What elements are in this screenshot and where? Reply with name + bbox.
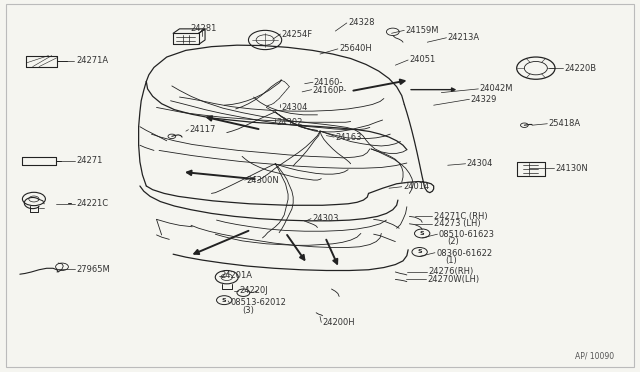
Text: 24220B: 24220B — [564, 64, 596, 73]
Text: 24220J: 24220J — [239, 286, 268, 295]
Text: S: S — [420, 231, 424, 236]
Text: 24303: 24303 — [312, 214, 339, 223]
Text: 24270W(LH): 24270W(LH) — [428, 275, 479, 284]
Text: 24163: 24163 — [335, 132, 362, 142]
Text: 24271A: 24271A — [76, 56, 108, 65]
Text: 24213A: 24213A — [448, 33, 480, 42]
Text: 25640H: 25640H — [339, 44, 372, 53]
Text: (2): (2) — [448, 237, 460, 246]
Text: 24160P-: 24160P- — [312, 86, 347, 95]
Text: 24281: 24281 — [191, 24, 217, 33]
Text: 24300N: 24300N — [246, 176, 278, 185]
Text: 24159M: 24159M — [406, 26, 439, 35]
Text: S: S — [417, 250, 422, 254]
Text: 24042M: 24042M — [479, 84, 513, 93]
Text: 24304: 24304 — [467, 159, 493, 168]
Text: 24302: 24302 — [276, 118, 303, 127]
Text: 24273 (LH): 24273 (LH) — [434, 219, 480, 228]
Text: 24328: 24328 — [348, 19, 374, 28]
Text: 24014: 24014 — [403, 182, 429, 191]
Text: (1): (1) — [445, 256, 457, 264]
Text: 27965M: 27965M — [76, 265, 110, 274]
Text: 24160-: 24160- — [314, 78, 343, 87]
Text: 24051: 24051 — [410, 55, 436, 64]
Text: (3): (3) — [242, 306, 254, 315]
Text: 08510-61623: 08510-61623 — [439, 230, 495, 240]
Text: AP/ 10090: AP/ 10090 — [575, 352, 614, 361]
Text: 24271C (RH): 24271C (RH) — [434, 212, 487, 221]
Text: 24276(RH): 24276(RH) — [429, 267, 474, 276]
Text: 24329: 24329 — [470, 95, 497, 104]
Text: 24201A: 24201A — [220, 271, 252, 280]
Text: 24130N: 24130N — [555, 164, 588, 173]
Text: 24304: 24304 — [282, 103, 308, 112]
Text: 24200H: 24200H — [323, 318, 355, 327]
Text: 24254F: 24254F — [282, 29, 313, 39]
Text: 24271: 24271 — [76, 156, 102, 165]
Text: 24117: 24117 — [189, 125, 216, 134]
Text: 08513-62012: 08513-62012 — [230, 298, 287, 307]
Text: 25418A: 25418A — [548, 119, 580, 128]
Text: 24221C: 24221C — [76, 199, 108, 208]
Text: 08360-61622: 08360-61622 — [436, 249, 492, 258]
Text: S: S — [222, 298, 227, 303]
